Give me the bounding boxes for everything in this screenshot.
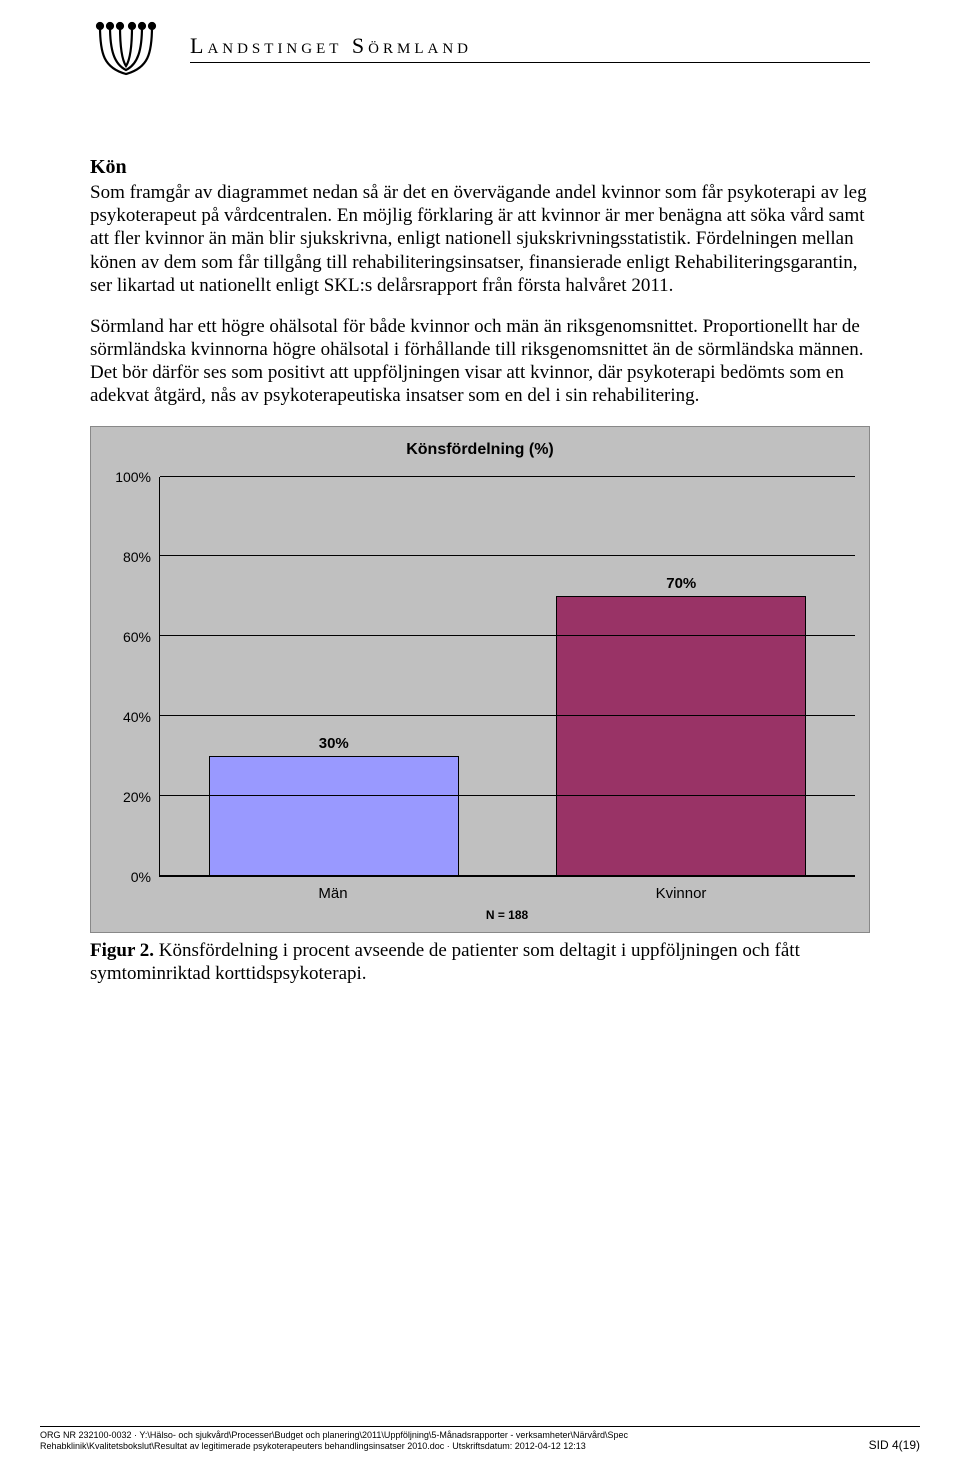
gridline <box>160 476 855 477</box>
caption-text: Könsfördelning i procent avseende de pat… <box>90 940 800 984</box>
bar-slot: 70% <box>508 477 856 876</box>
gridline <box>160 715 855 716</box>
gender-chart: Könsfördelning (%) 100%80%60%40%20%0% 30… <box>90 426 870 933</box>
page-number: SID 4(19) <box>869 1438 920 1452</box>
gridline <box>160 555 855 556</box>
figure-caption: Figur 2. Könsfördelning i procent avseen… <box>90 939 870 985</box>
caption-lead: Figur 2. <box>90 940 154 961</box>
gridline <box>160 795 855 796</box>
bar-value-label: 70% <box>557 575 805 592</box>
paragraph-1: Som framgår av diagrammet nedan så är de… <box>90 181 870 297</box>
paragraph-2: Sörmland har ett högre ohälsotal för båd… <box>90 315 870 408</box>
chart-n-label: N = 188 <box>159 908 855 922</box>
page-footer: ORG NR 232100-0032 · Y:\Hälso- och sjukv… <box>0 1426 960 1452</box>
y-axis: 100%80%60%40%20%0% <box>105 477 159 877</box>
footer-path-line2: Rehabklinik\Kvalitetsbokslut\Resultat av… <box>40 1441 628 1452</box>
bar-slot: 30% <box>160 477 508 876</box>
bar-män: 30% <box>209 756 459 876</box>
gridline <box>160 875 855 876</box>
x-axis-labels: MänKvinnor <box>159 877 855 902</box>
landstinget-logo-icon <box>90 18 162 78</box>
footer-path-line1: ORG NR 232100-0032 · Y:\Hälso- och sjukv… <box>40 1430 628 1441</box>
page-header: Landstinget Sörmland <box>90 0 870 86</box>
x-label: Kvinnor <box>507 877 855 902</box>
x-label: Män <box>159 877 507 902</box>
bar-value-label: 30% <box>210 735 458 752</box>
section-heading: Kön <box>90 156 870 179</box>
chart-title: Könsfördelning (%) <box>105 441 855 459</box>
gridline <box>160 635 855 636</box>
org-name: Landstinget Sörmland <box>190 33 870 63</box>
chart-grid: 30% 70% <box>159 477 855 877</box>
bar-kvinnor: 70% <box>556 596 806 875</box>
